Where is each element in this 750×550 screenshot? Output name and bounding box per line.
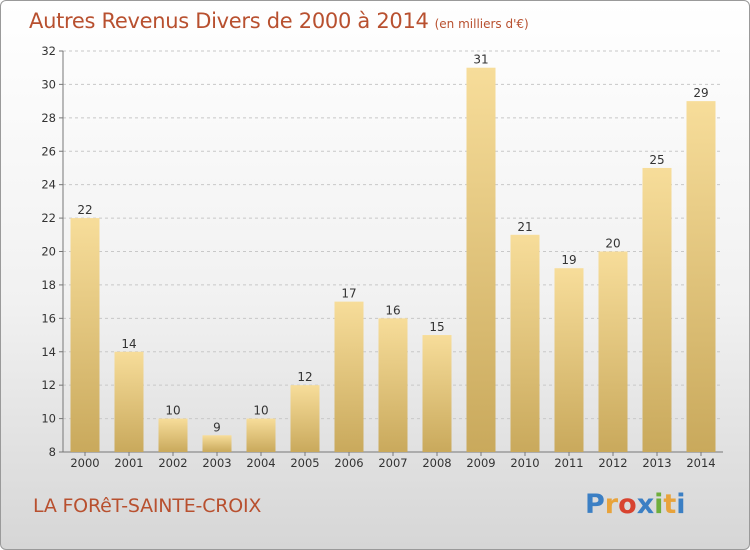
brand-letter: i	[676, 489, 686, 520]
y-tick-label: 14	[41, 345, 56, 359]
proxiti-logo: Proxiti	[585, 489, 686, 520]
y-tick-label: 12	[41, 378, 56, 392]
bar	[642, 167, 672, 453]
x-tick-label: 2000	[70, 456, 99, 470]
bar	[246, 418, 276, 452]
bar-value-label: 12	[297, 370, 312, 384]
y-tick-label: 22	[41, 211, 56, 225]
y-tick-label: 8	[49, 445, 56, 459]
bar	[378, 318, 408, 452]
bar-value-label: 15	[429, 320, 444, 334]
y-tick-label: 18	[41, 278, 56, 292]
x-tick-label: 2003	[202, 456, 231, 470]
bar-value-label: 19	[561, 253, 576, 267]
x-tick-label: 2009	[466, 456, 495, 470]
bar	[466, 67, 496, 452]
chart-title-text: Autres Revenus Divers de 2000 à 2014	[29, 9, 429, 33]
x-tick-label: 2008	[422, 456, 451, 470]
brand-letter: t	[663, 489, 677, 520]
bar	[158, 418, 188, 452]
bar	[70, 218, 100, 452]
bar-value-label: 22	[77, 203, 92, 217]
y-tick-label: 20	[41, 245, 56, 259]
bar	[422, 335, 452, 452]
bar-value-label: 16	[385, 303, 400, 317]
x-tick-label: 2014	[686, 456, 715, 470]
y-tick-label: 16	[41, 311, 56, 325]
x-tick-label: 2010	[510, 456, 539, 470]
x-tick-label: 2002	[158, 456, 187, 470]
bar-value-label: 10	[253, 404, 268, 418]
bar	[114, 351, 144, 452]
y-tick-label: 26	[41, 144, 56, 158]
bar-value-label: 20	[605, 237, 620, 251]
x-tick-label: 2001	[114, 456, 143, 470]
bar	[598, 251, 628, 452]
bar-value-label: 21	[517, 220, 532, 234]
chart-title: Autres Revenus Divers de 2000 à 2014 (en …	[29, 9, 529, 33]
commune-name: LA FORêT-SAINTE-CROIX	[33, 495, 262, 517]
bar	[554, 268, 584, 452]
bar	[334, 301, 364, 452]
x-tick-label: 2006	[334, 456, 363, 470]
bar-value-label: 9	[213, 420, 221, 434]
x-tick-label: 2005	[290, 456, 319, 470]
bar-value-label: 14	[121, 337, 136, 351]
bar	[686, 101, 716, 452]
brand-letter: P	[585, 489, 605, 520]
x-tick-label: 2004	[246, 456, 275, 470]
bar	[510, 234, 540, 452]
brand-letter: i	[654, 489, 664, 520]
bar	[202, 435, 232, 452]
y-tick-label: 30	[41, 77, 56, 91]
x-tick-label: 2012	[598, 456, 627, 470]
y-tick-label: 24	[41, 178, 56, 192]
x-tick-label: 2007	[378, 456, 407, 470]
brand-letter: x	[636, 489, 655, 520]
chart-unit: (en milliers d'€)	[434, 17, 529, 31]
x-tick-label: 2011	[554, 456, 583, 470]
brand-letter: o	[618, 489, 637, 520]
bar	[290, 385, 320, 452]
bar-value-label: 29	[693, 86, 708, 100]
y-tick-label: 28	[41, 111, 56, 125]
bar-value-label: 25	[649, 153, 664, 167]
brand-letter: r	[604, 489, 619, 520]
y-tick-label: 10	[41, 412, 56, 426]
bar-value-label: 17	[341, 287, 356, 301]
bar-value-label: 31	[473, 53, 488, 67]
y-tick-label: 32	[41, 44, 56, 58]
bar-value-label: 10	[165, 404, 180, 418]
x-tick-label: 2013	[642, 456, 671, 470]
